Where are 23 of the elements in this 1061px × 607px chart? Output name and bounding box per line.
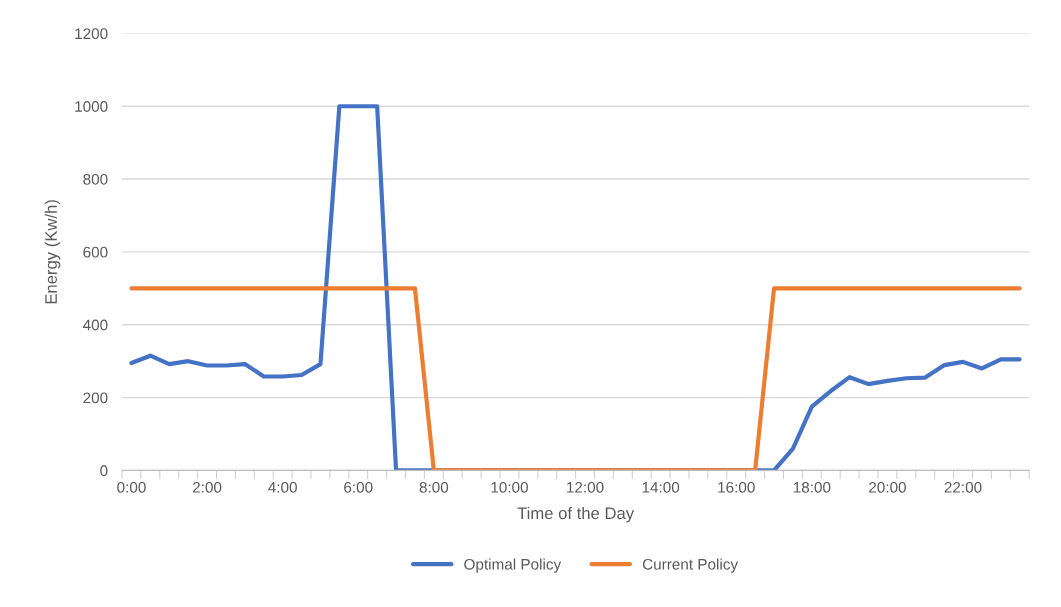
y-tick-label: 1200 xyxy=(75,28,108,40)
y-tick-label: 800 xyxy=(83,173,108,185)
legend-label: Optimal Policy xyxy=(464,558,562,573)
x-tick-label: 4:00 xyxy=(268,481,297,493)
x-tick-label: 10:00 xyxy=(491,481,528,493)
x-tick-label: 14:00 xyxy=(642,481,680,493)
y-tick-label: 400 xyxy=(82,319,108,331)
x-tick-label: 22:00 xyxy=(944,481,982,493)
y-tick-label: 200 xyxy=(83,392,108,404)
x-tick-label: 6:00 xyxy=(344,481,373,493)
x-tick-label: 8:00 xyxy=(419,481,449,493)
y-tick-label: 1000 xyxy=(75,101,108,112)
y-tick-label: 0 xyxy=(100,465,108,477)
x-axis-title: Time of the Day xyxy=(517,506,635,523)
x-tick-label: 20:00 xyxy=(869,481,906,493)
legend-label: Current Policy xyxy=(642,558,739,573)
x-tick-label: 16:00 xyxy=(718,481,755,493)
x-tick-label: 2:00 xyxy=(192,481,222,493)
y-tick-label: 600 xyxy=(83,246,108,258)
y-axis-title: Energy (Kw/h) xyxy=(44,200,61,304)
x-tick-label: 0:00 xyxy=(117,481,146,493)
x-tick-label: 12:00 xyxy=(567,481,604,493)
x-tick-label: 18:00 xyxy=(793,481,831,493)
